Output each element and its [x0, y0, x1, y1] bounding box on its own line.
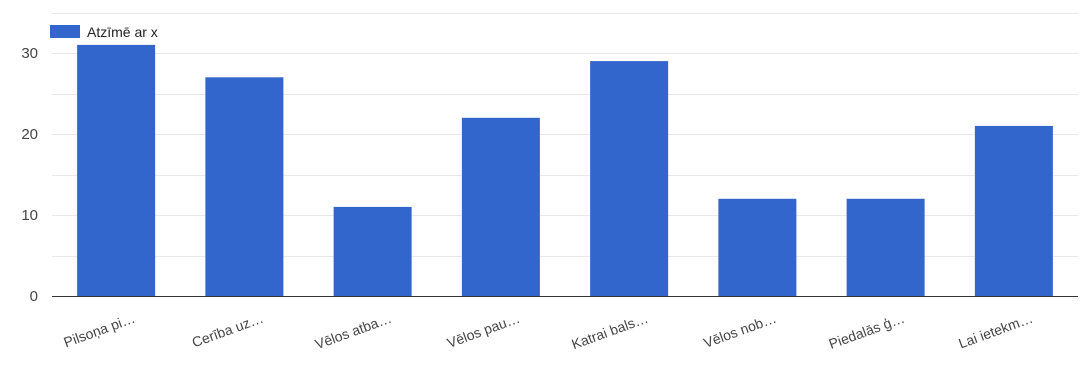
- x-category-label: Katrai bals…: [569, 310, 650, 352]
- x-category-label: Vēlos pau…: [445, 310, 522, 351]
- x-category-label: Lai ietekm…: [956, 310, 1035, 352]
- bar[interactable]: [846, 198, 925, 296]
- x-category-label: Cerība uz…: [190, 310, 266, 351]
- bars: [77, 44, 1053, 297]
- y-tick-label: 10: [21, 207, 38, 224]
- x-category-label: Pilsoņa pi…: [61, 310, 137, 351]
- legend-label: Atzīmē ar x: [87, 24, 158, 40]
- bar[interactable]: [590, 61, 669, 296]
- bar[interactable]: [77, 44, 156, 297]
- legend: Atzīmē ar x: [50, 24, 158, 40]
- x-axis-category-labels: Pilsoņa pi… Cerība uz… Vēlos atba… Vēlos pa…: [61, 310, 1034, 352]
- bar[interactable]: [461, 117, 540, 296]
- y-tick-label: 20: [21, 126, 38, 143]
- bar[interactable]: [205, 77, 284, 296]
- x-category-label: Piedalās ģ…: [827, 310, 907, 352]
- legend-swatch: [50, 25, 80, 38]
- y-tick-label: 0: [30, 288, 38, 305]
- x-category-label: Vēlos nob…: [701, 310, 778, 351]
- bar[interactable]: [333, 206, 412, 296]
- y-axis-tick-labels: 0 10 20 30: [21, 45, 38, 305]
- x-category-label: Vēlos atba…: [313, 310, 394, 352]
- y-tick-label: 30: [21, 45, 38, 62]
- bar[interactable]: [718, 198, 797, 296]
- bar[interactable]: [974, 125, 1053, 297]
